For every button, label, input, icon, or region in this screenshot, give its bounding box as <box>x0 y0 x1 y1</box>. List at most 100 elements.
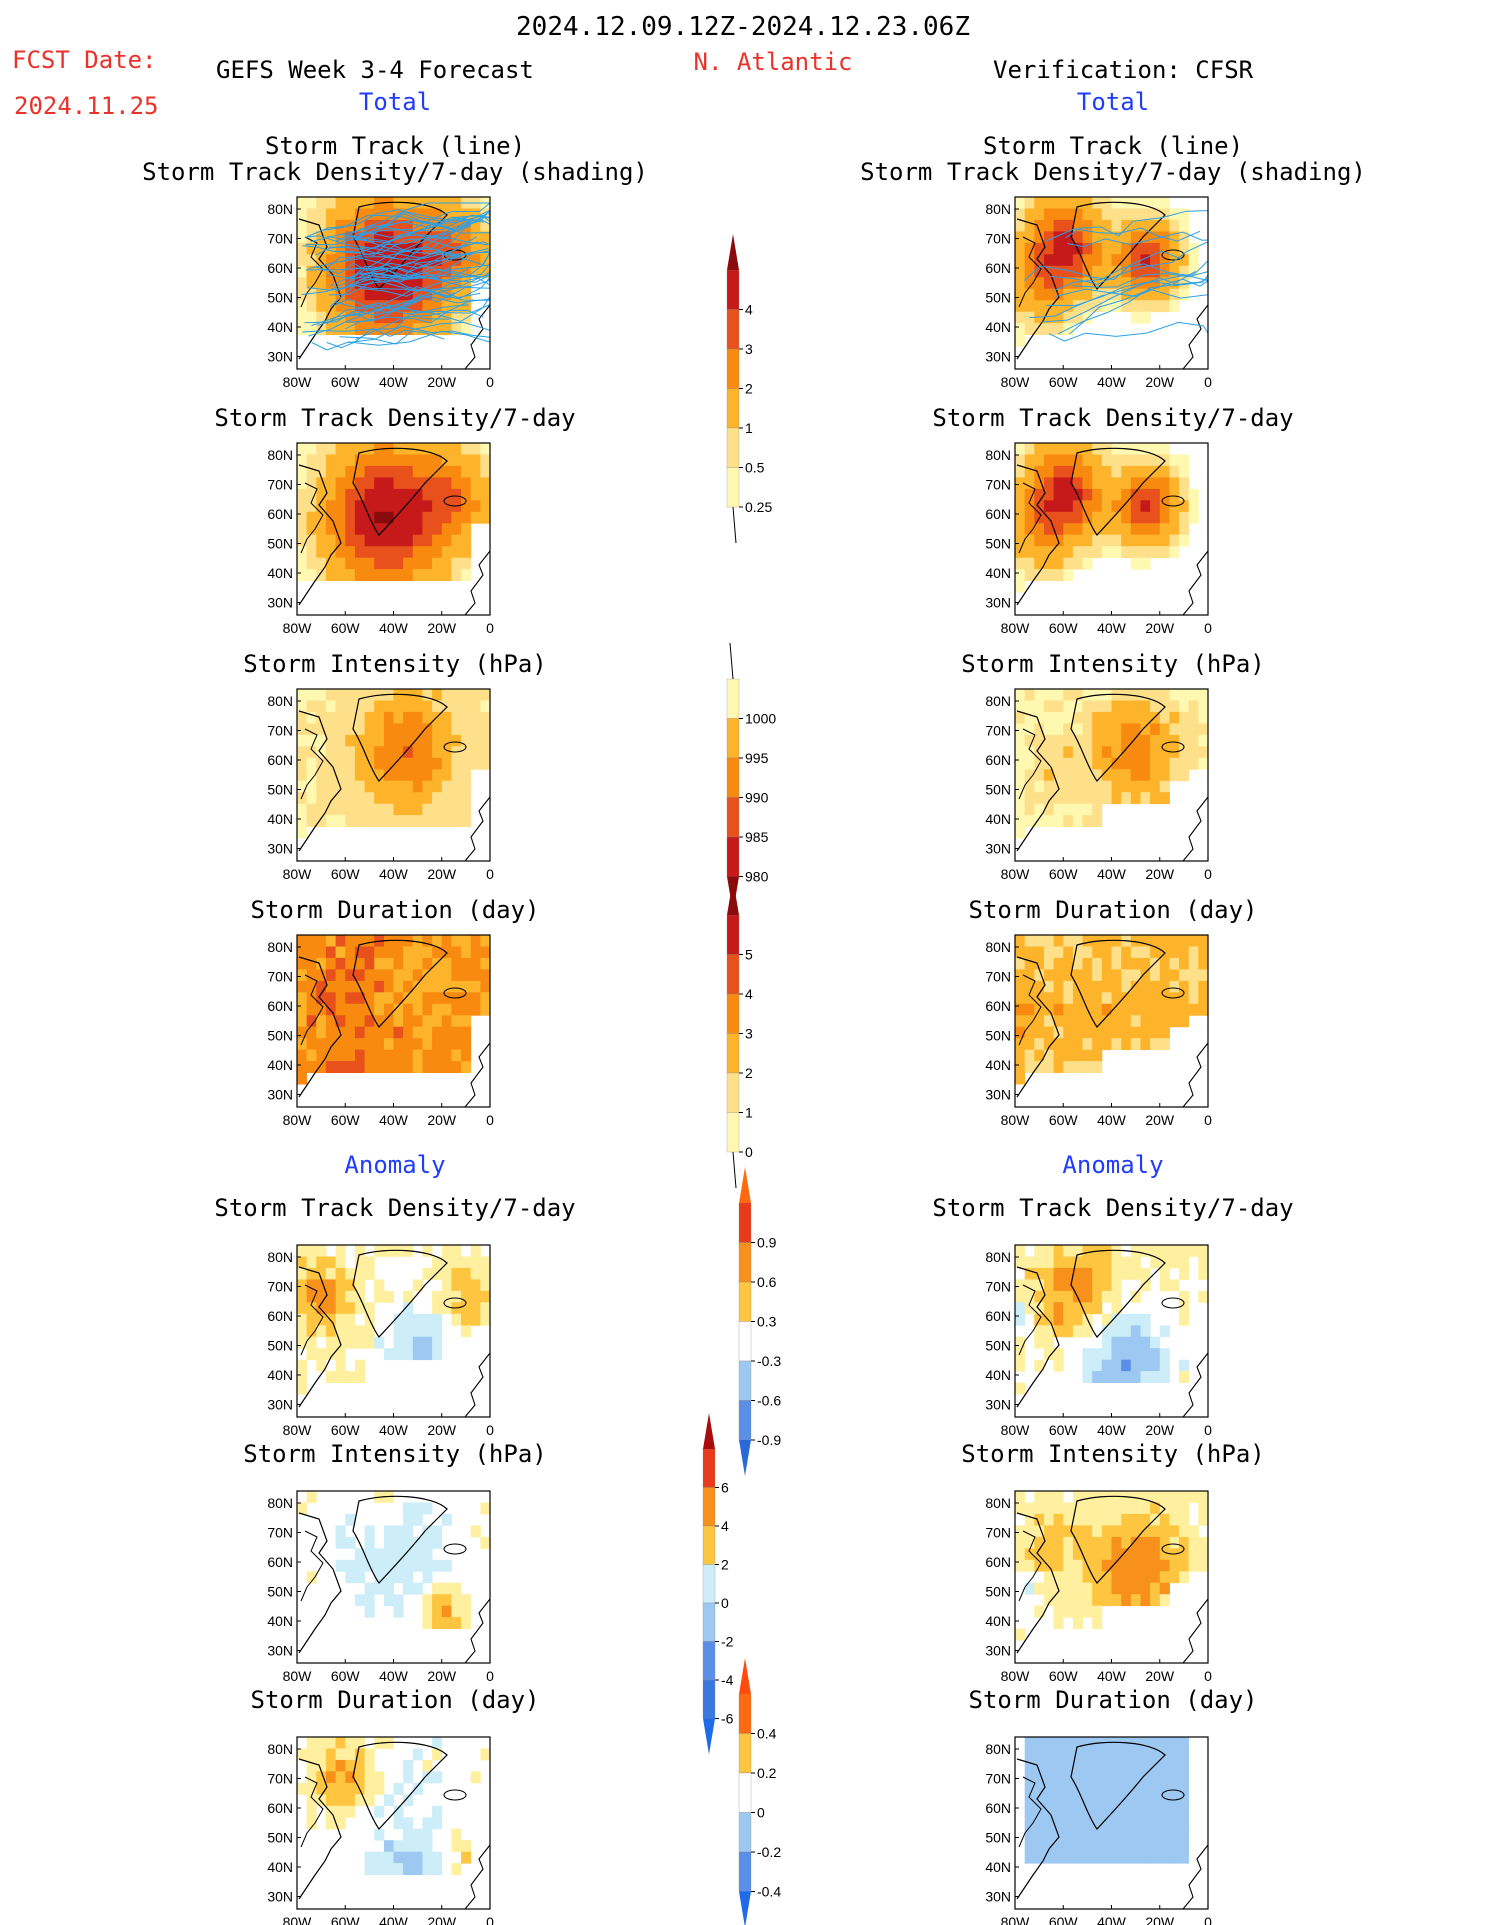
map-cell <box>470 265 481 278</box>
map-cell <box>422 700 433 713</box>
map-cell <box>403 1817 414 1830</box>
map-cell <box>1015 935 1026 947</box>
map-cell <box>1150 523 1161 536</box>
map-cell <box>1150 1748 1161 1761</box>
panel-subtitle-track-right: Storm Track Density/7-day (shading) <box>860 158 1366 186</box>
map-cell <box>345 454 356 467</box>
map-cell <box>354 1279 365 1292</box>
map-cell <box>1111 477 1122 490</box>
map-cell <box>1169 1748 1180 1761</box>
map-cell <box>1092 242 1103 255</box>
map-cell <box>1092 1026 1103 1039</box>
map-cell <box>297 534 308 547</box>
colorbar-label: 5 <box>745 947 753 963</box>
lat-tick-label: 30N <box>267 1889 293 1905</box>
map-cell <box>316 1302 327 1315</box>
map-cell <box>1044 1290 1055 1303</box>
map-cell <box>1044 231 1055 244</box>
colorbar-segment <box>726 954 740 995</box>
map-cell <box>297 935 308 947</box>
map-cell <box>1072 1794 1083 1807</box>
map-cell <box>1072 1617 1083 1629</box>
map-cell <box>422 780 433 793</box>
map-cell <box>1053 1851 1064 1864</box>
map-cell <box>1082 242 1093 255</box>
map-cell <box>451 546 462 559</box>
map-cell <box>335 1279 346 1292</box>
map-cell <box>422 1049 433 1062</box>
map-cell <box>1034 1325 1045 1338</box>
map-cell <box>1034 946 1045 959</box>
right-total-label: Total <box>1076 88 1150 116</box>
colorbar-label: 0.3 <box>757 1314 777 1330</box>
map-cell <box>1024 1015 1035 1028</box>
map-cell <box>1015 465 1026 478</box>
europe-africa-coastline <box>464 1844 491 1910</box>
map-cell <box>1140 1502 1151 1515</box>
map-cell <box>480 454 491 467</box>
map-cell <box>1150 1548 1161 1561</box>
map-cell <box>345 992 356 1005</box>
map-cell <box>441 957 452 970</box>
map-cell <box>1034 957 1045 970</box>
map-cell <box>1159 1759 1170 1772</box>
map-cell <box>1034 1336 1045 1349</box>
map-cell <box>383 1348 394 1361</box>
map-cell <box>335 557 346 570</box>
map-cell <box>1082 689 1093 701</box>
lat-tick-label: 70N <box>267 1771 293 1787</box>
map-cell <box>306 208 317 221</box>
map-cell <box>1015 711 1026 724</box>
map-cell <box>345 1805 356 1818</box>
europe-africa-coastline <box>464 1352 491 1418</box>
map-cell <box>335 488 346 501</box>
map-cell <box>451 1015 462 1028</box>
colorbar-label: -0.9 <box>757 1432 781 1448</box>
map-cell <box>1082 1502 1093 1515</box>
map-cell <box>1159 242 1170 255</box>
map-cell <box>403 711 414 724</box>
map-cell <box>1044 254 1055 267</box>
map-cell <box>335 746 346 759</box>
map-cell <box>1140 1840 1151 1853</box>
map-cell <box>470 1256 481 1269</box>
map-cell <box>297 443 308 455</box>
map-cell <box>1101 1805 1112 1818</box>
map-cell <box>1111 992 1122 1005</box>
map-cell <box>480 1267 491 1280</box>
map-cell <box>1053 700 1064 713</box>
map-cell <box>1159 523 1170 536</box>
colorbar-segment <box>738 1321 752 1362</box>
map-cell <box>1150 1015 1161 1028</box>
map-cell <box>470 992 481 1005</box>
map-cell <box>1044 288 1055 301</box>
map-cell <box>1015 792 1026 805</box>
map-cell <box>383 265 394 278</box>
lat-tick-label: 70N <box>267 1279 293 1295</box>
colorbar-arrow-top <box>729 642 734 680</box>
map-cell <box>325 254 336 267</box>
map-cell <box>306 523 317 536</box>
iceland-outline <box>443 1789 467 1801</box>
map-cell <box>412 557 423 570</box>
map-cell <box>306 689 317 701</box>
map-cell <box>1082 1594 1093 1607</box>
map-cell <box>306 1782 317 1795</box>
map-cell <box>297 734 308 747</box>
map-cell <box>1044 323 1055 335</box>
map-cell <box>345 1325 356 1338</box>
map-cell <box>354 1049 365 1062</box>
map-cell <box>432 969 443 982</box>
map-cell <box>1198 1502 1209 1515</box>
map-cell <box>1179 1571 1190 1584</box>
map-cell <box>403 723 414 736</box>
map-cell <box>1159 1536 1170 1549</box>
map-cell <box>316 242 327 255</box>
map-cell <box>297 323 308 335</box>
lat-tick-label: 50N <box>267 1028 293 1044</box>
map-cell <box>1034 1851 1045 1864</box>
map-cell <box>432 1026 443 1039</box>
lat-tick-label: 40N <box>267 565 293 581</box>
colorbar-segment <box>726 718 740 759</box>
map-cell <box>1044 197 1055 209</box>
